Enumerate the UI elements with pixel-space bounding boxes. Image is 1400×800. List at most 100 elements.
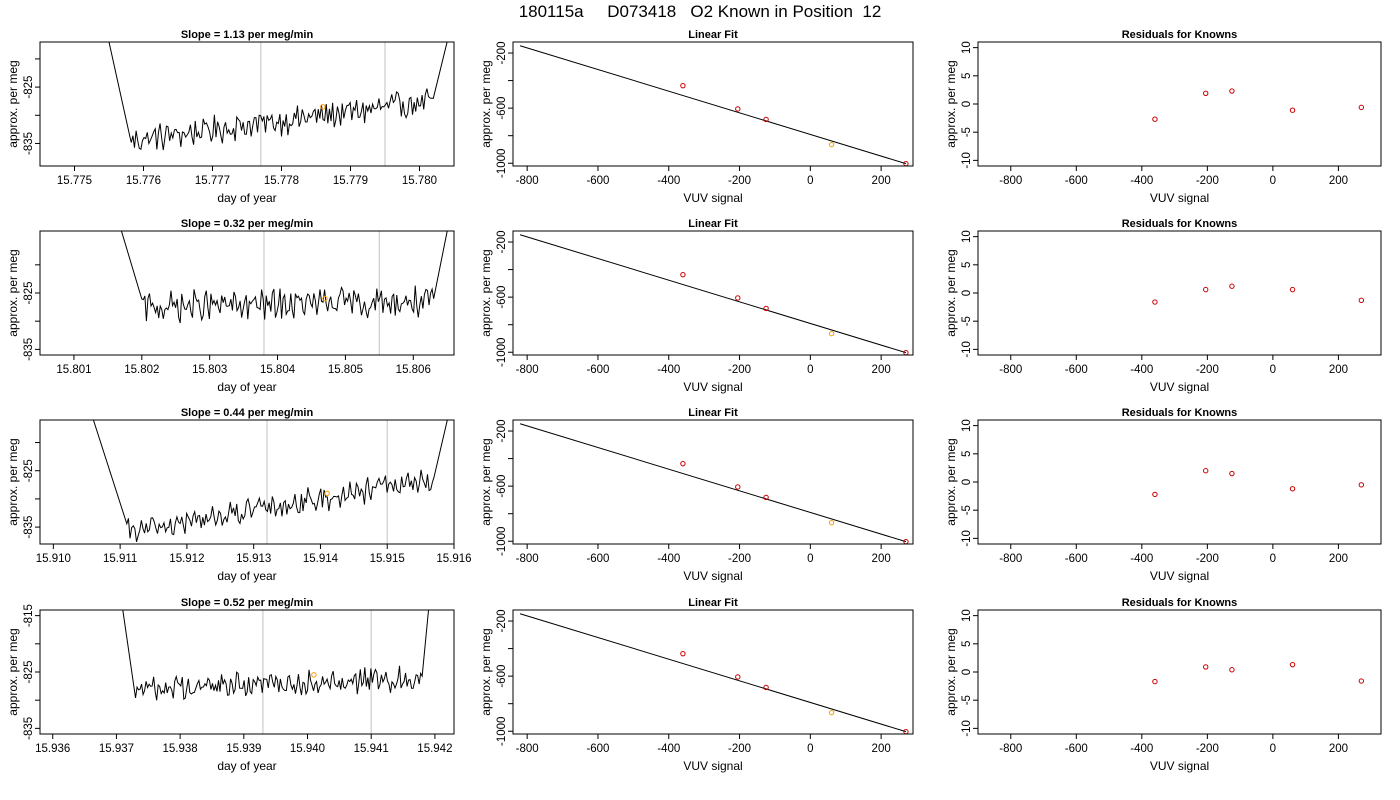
- plot-area: [519, 234, 909, 355]
- x-tick-label: 0: [807, 364, 813, 376]
- y-tick-label: -835: [23, 338, 35, 361]
- y-tick-label: -5: [961, 127, 973, 137]
- y-tick-label: -600: [496, 665, 508, 688]
- y-tick-label: -200: [496, 420, 508, 443]
- y-axis-label: approx. per meg: [479, 249, 493, 336]
- x-tick-label: 15.805: [328, 364, 363, 376]
- plot-area: [1152, 468, 1365, 498]
- panel-3-1: 15.910 15.911 15.912 15.913 15.914 15.915 15.9…: [6, 407, 472, 583]
- panel-title: Linear Fit: [688, 597, 738, 609]
- y-tick-label: -200: [496, 610, 508, 633]
- residual-point: [1289, 486, 1296, 492]
- fit-point: [735, 484, 741, 490]
- x-tick-label: 15.801: [56, 364, 91, 376]
- y-tick-label: -1000: [496, 149, 508, 178]
- residual-point: [1203, 468, 1209, 474]
- plot-frame: [977, 41, 1382, 167]
- x-tick-label: -400: [1130, 553, 1153, 565]
- x-tick-label: -400: [657, 175, 680, 187]
- x-tick-label: -200: [1196, 364, 1219, 376]
- y-tick-label: -825: [23, 281, 35, 304]
- panel-4-1: 15.936 15.937 15.938 15.939 15.940 15.941 15.9…: [6, 597, 455, 773]
- y-tick-label: -10: [961, 152, 973, 169]
- x-tick-label: 0: [1270, 553, 1276, 565]
- fit-line: [519, 423, 907, 543]
- x-tick-label: 15.940: [290, 743, 325, 755]
- x-axis-label: VUV signal: [1150, 380, 1209, 394]
- y-tick-label: -1000: [496, 527, 508, 556]
- plot-area: [122, 610, 430, 734]
- x-tick-label: 15.802: [124, 364, 159, 376]
- x-tick-label: 15.910: [36, 553, 71, 565]
- y-tick-label: -825: [23, 459, 35, 482]
- x-tick-label: 15.913: [236, 553, 271, 565]
- plot-frame: [512, 609, 914, 735]
- y-axis-label: approx. per meg: [6, 628, 20, 715]
- x-tick-label: -600: [1065, 553, 1088, 565]
- sample-marker: [311, 672, 317, 678]
- y-tick-label: 5: [961, 262, 973, 268]
- residual-point: [1229, 88, 1235, 94]
- x-axis-label: VUV signal: [683, 569, 742, 583]
- sample-marker: [324, 490, 330, 496]
- plot-area: [1152, 661, 1365, 685]
- x-tick-label: 15.806: [396, 364, 431, 376]
- y-axis-label: approx. per meg: [944, 628, 958, 715]
- x-tick-label: 0: [807, 175, 813, 187]
- y-tick-label: -825: [23, 76, 35, 99]
- y-tick-label: -1000: [496, 717, 508, 746]
- fit-point: [828, 330, 835, 337]
- fit-line: [519, 234, 907, 354]
- y-tick-label: 10: [961, 419, 973, 432]
- x-tick-label: -400: [1130, 364, 1153, 376]
- fit-point: [735, 674, 741, 680]
- plot-frame: [512, 230, 914, 356]
- y-tick-label: -815: [23, 604, 35, 627]
- x-tick-label: 15.915: [370, 553, 405, 565]
- plot-frame: [39, 419, 455, 545]
- x-axis-label: day of year: [217, 759, 276, 773]
- residual-point: [1229, 667, 1235, 673]
- x-axis-label: VUV signal: [1150, 759, 1209, 773]
- residual-point: [1289, 661, 1296, 668]
- x-axis-label: VUV signal: [683, 380, 742, 394]
- y-tick-label: 0: [961, 479, 973, 485]
- y-tick-label: -600: [496, 286, 508, 309]
- fit-point: [763, 305, 769, 312]
- x-tick-label: 200: [872, 553, 891, 565]
- x-tick-label: 0: [1270, 364, 1276, 376]
- fit-point: [763, 116, 769, 123]
- x-tick-label: 15.804: [260, 364, 296, 376]
- panel-2-2: -800 -600 -400 -200 0 200 -200 -600 -1000 Linear …: [479, 218, 914, 394]
- x-tick-label: 15.911: [103, 553, 137, 565]
- plot-area: [120, 231, 448, 355]
- signal-trace: [120, 231, 448, 324]
- y-axis-label: approx. per meg: [6, 60, 20, 147]
- plot-frame: [512, 41, 914, 167]
- x-tick-label: 15.777: [195, 175, 230, 187]
- y-tick-label: 5: [961, 451, 973, 457]
- x-tick-label: 15.780: [402, 175, 437, 187]
- sample-marker: [320, 104, 326, 110]
- fit-point: [763, 684, 769, 691]
- residual-point: [1358, 104, 1365, 111]
- x-tick-label: -200: [728, 743, 751, 755]
- x-tick-label: 200: [872, 743, 891, 755]
- x-tick-label: -800: [516, 743, 539, 755]
- y-tick-label: -10: [961, 530, 973, 547]
- panel-title: Residuals for Knowns: [1122, 597, 1238, 609]
- residual-point: [1358, 297, 1365, 304]
- y-tick-label: -200: [496, 231, 508, 254]
- signal-trace: [108, 42, 448, 151]
- signal-trace: [122, 610, 430, 701]
- figure-title: 180115a D073418 O2 Known in Position 12: [518, 2, 882, 21]
- residual-point: [1229, 283, 1235, 289]
- plot-area: [519, 45, 909, 166]
- fit-point: [763, 494, 769, 501]
- y-tick-label: -835: [23, 717, 35, 740]
- plot-area: [519, 423, 909, 544]
- residual-point: [1358, 482, 1365, 488]
- fit-point: [680, 82, 686, 89]
- x-tick-label: 15.941: [354, 743, 389, 755]
- plot-frame: [977, 230, 1382, 356]
